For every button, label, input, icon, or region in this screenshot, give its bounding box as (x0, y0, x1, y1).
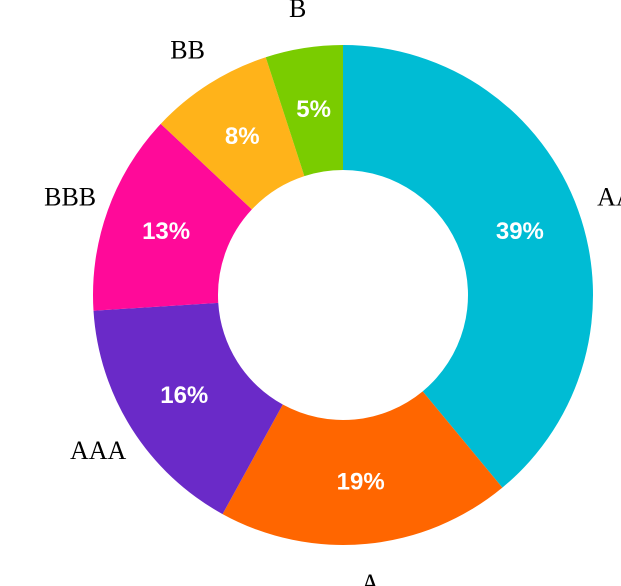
value-label-bb: 8% (225, 123, 260, 150)
slice-a (222, 391, 503, 545)
value-label-b: 5% (296, 96, 331, 123)
category-label-bbb: BBB (44, 182, 96, 211)
category-label-aa: AA (597, 182, 621, 211)
value-label-aa: 39% (496, 218, 544, 245)
value-label-a: 19% (337, 469, 385, 496)
value-label-aaa: 16% (160, 382, 208, 409)
category-label-bb: BB (170, 36, 205, 65)
slice-bb (160, 57, 305, 210)
slice-bbb (92, 123, 252, 311)
slice-aa (343, 45, 593, 488)
category-label-b: B (289, 0, 306, 23)
value-label-bbb: 13% (142, 218, 190, 245)
category-label-a: A (361, 569, 380, 586)
category-label-aaa: AAA (70, 436, 127, 465)
slice-aaa (93, 302, 283, 515)
slice-b (265, 45, 343, 177)
